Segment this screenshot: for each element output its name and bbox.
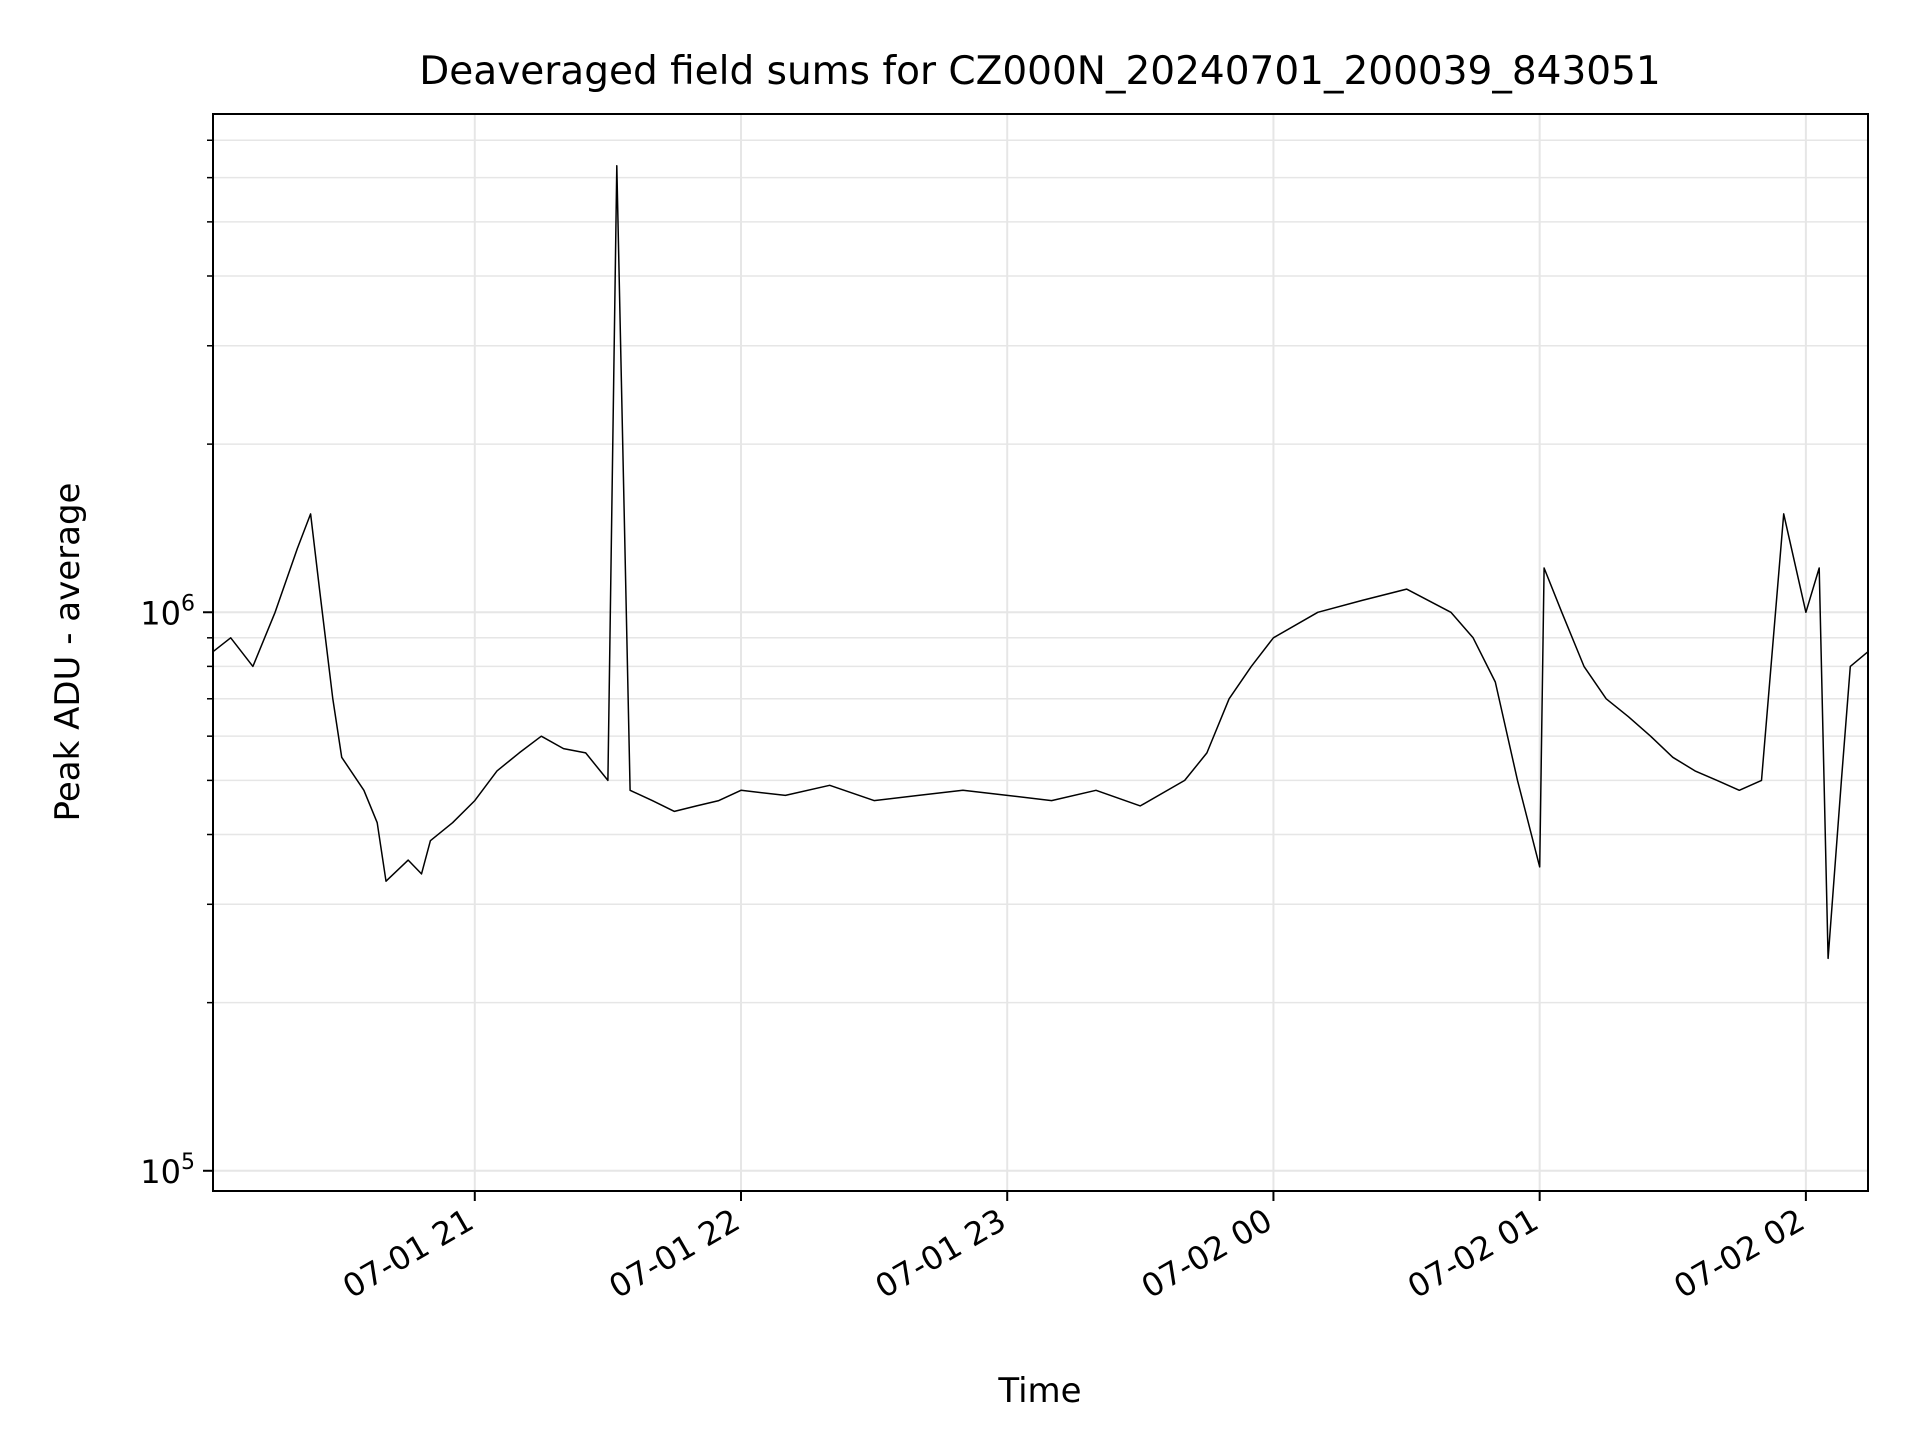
chart-title: Deaveraged field sums for CZ000N_2024070…	[419, 49, 1660, 94]
x-axis-label: Time	[997, 1371, 1081, 1411]
data-series	[212, 165, 1869, 960]
y-tick-label: 106	[140, 591, 195, 632]
grid-lines	[213, 114, 1868, 1191]
y-axis: 105 106	[140, 139, 213, 1191]
y-tick-label: 105	[140, 1150, 195, 1191]
plot-frame	[212, 113, 1869, 1192]
y-axis-label: Peak ADU - average	[48, 483, 88, 822]
series-line	[212, 165, 1869, 960]
